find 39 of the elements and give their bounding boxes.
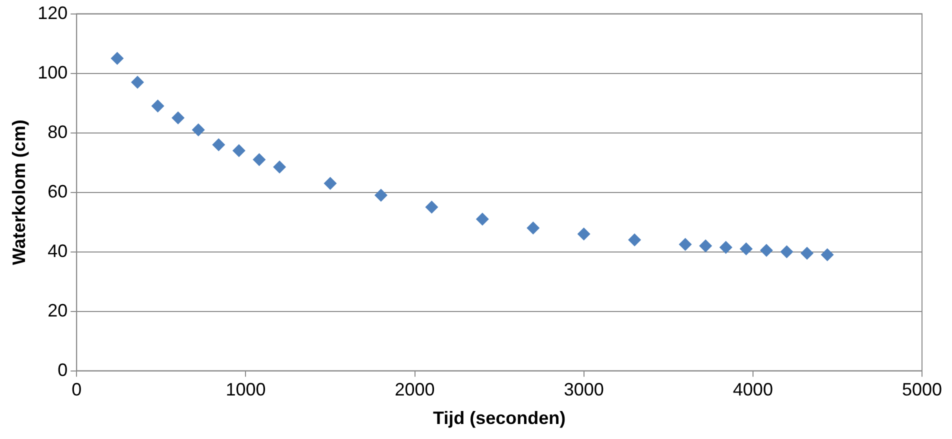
point	[232, 144, 246, 158]
point	[577, 227, 590, 240]
point	[252, 153, 266, 166]
point	[192, 123, 205, 136]
x-tick-label: 4000	[732, 380, 773, 400]
x-tick-label: 1000	[226, 380, 266, 400]
y-tick-label: 120	[38, 2, 68, 23]
x-axis-title: Tijd (seconden)	[432, 408, 566, 428]
point	[760, 244, 773, 257]
point	[628, 233, 642, 246]
y-tick-label: 80	[48, 122, 68, 142]
point	[699, 239, 712, 252]
y-tick-label: 0	[58, 360, 68, 380]
point	[476, 212, 489, 226]
point	[740, 242, 753, 256]
point	[212, 138, 226, 152]
point	[425, 200, 438, 214]
y-tick-label: 60	[48, 181, 68, 202]
y-tick-label: 40	[48, 240, 68, 261]
point	[374, 188, 388, 202]
point	[800, 246, 814, 260]
point	[131, 76, 144, 89]
point	[172, 111, 185, 124]
point	[110, 52, 124, 65]
x-tick-label: 3000	[564, 380, 604, 400]
x-tick-label: 5000	[902, 380, 942, 400]
point	[526, 222, 540, 234]
point	[780, 245, 794, 258]
point	[151, 100, 164, 113]
x-tick-label: 0	[72, 380, 82, 400]
point	[273, 160, 286, 174]
point	[324, 176, 337, 190]
y-axis-title: Waterkolom (cm)	[8, 120, 29, 265]
point	[820, 248, 834, 262]
point	[678, 238, 692, 251]
point	[719, 240, 732, 254]
x-tick-label: 2000	[394, 380, 435, 400]
y-tick-label: 100	[38, 62, 68, 82]
y-tick-label: 20	[48, 300, 68, 320]
